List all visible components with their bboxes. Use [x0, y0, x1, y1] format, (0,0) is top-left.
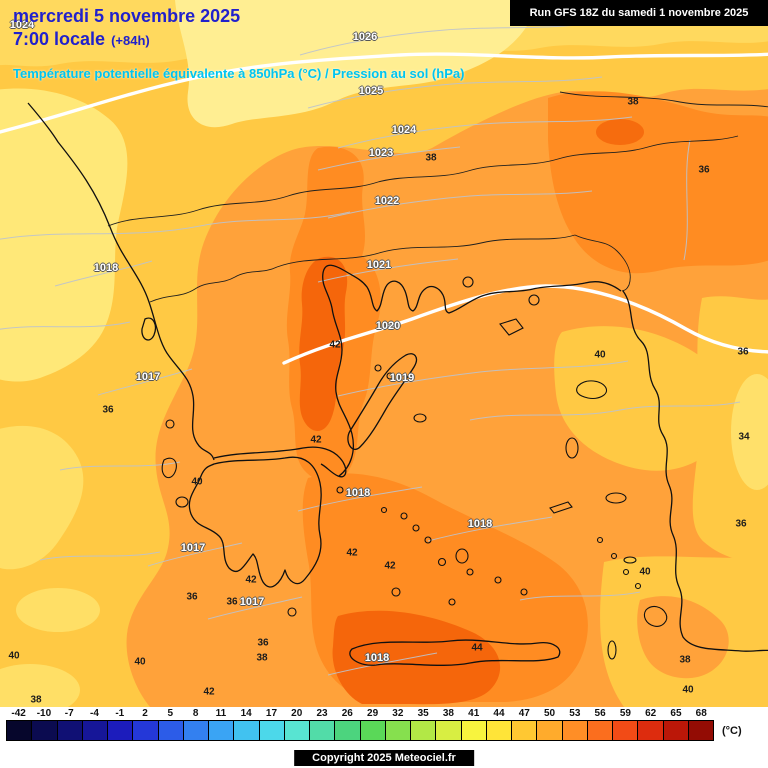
scale-tick-label: 14 — [240, 708, 252, 719]
scale-tick-label: 53 — [569, 708, 581, 719]
scale-tick-label: -4 — [90, 708, 99, 719]
country-borders — [107, 91, 768, 303]
islands — [161, 276, 668, 660]
scale-tick-label: 2 — [142, 708, 148, 719]
copyright-bar: Copyright 2025 Meteociel.fr — [294, 750, 474, 766]
isobars-white — [0, 52, 768, 365]
scale-color-cell — [259, 721, 285, 740]
scale-tick-label: -10 — [36, 708, 52, 719]
run-info-box: Run GFS 18Z du samedi 1 novembre 2025 — [510, 0, 768, 26]
scale-tick-label: 44 — [493, 708, 505, 719]
scale-tick-label: -42 — [11, 708, 26, 719]
unit-label: (°C) — [722, 724, 742, 737]
scale-color-cell — [284, 721, 310, 740]
scale-tick-label: 23 — [316, 708, 328, 719]
forecast-time: 7:00 locale (+84h) — [13, 29, 150, 50]
scale-color-cell — [663, 721, 689, 740]
scale-color-cell — [385, 721, 411, 740]
scale-tick-label: 50 — [543, 708, 556, 719]
scale-color-cell — [57, 721, 83, 740]
scale-tick-label: 8 — [192, 708, 199, 719]
map-area: 1024 1026 1025 1024 1023 1022 1021 1018 1020 1017… — [0, 0, 768, 707]
scale-color-cell — [32, 721, 58, 740]
scale-tick-label: 5 — [167, 708, 174, 719]
scale-color-cell — [436, 721, 462, 740]
scale-tick-label: 32 — [392, 708, 404, 719]
scale-color-cell — [360, 721, 386, 740]
scale-tick-label: 68 — [695, 708, 707, 719]
scale-tick-label: 56 — [594, 708, 606, 719]
scale-tick-label: 62 — [645, 708, 657, 719]
scale-color-cell — [411, 721, 437, 740]
scale-color-cell — [209, 721, 235, 740]
scale-color-cell — [613, 721, 639, 740]
scale-tick-label: 41 — [468, 708, 480, 719]
scale-color-cell — [335, 721, 361, 740]
scale-color-cell — [133, 721, 159, 740]
scale-tick-label: 26 — [341, 708, 353, 719]
color-scale-ticks: -42 -10 -7 -4 -1 2 5 8 11 14 17 20 23 26 29 32 35 38 41 44 4… — [6, 708, 714, 719]
map-canvas — [0, 0, 768, 707]
isobar-contours-gray — [0, 22, 741, 676]
scale-tick-label: 17 — [265, 708, 278, 719]
scale-color-cell — [310, 721, 336, 740]
scale-color-cell — [183, 721, 209, 740]
color-scale-bar — [6, 720, 714, 741]
scale-color-cell — [688, 721, 713, 740]
scale-tick-label: -1 — [115, 708, 125, 719]
scale-tick-label: 65 — [670, 708, 682, 719]
scale-tick-label: 47 — [518, 708, 530, 719]
map-subtitle: Température potentielle équivalente à 85… — [13, 66, 465, 81]
forecast-local-time: 7:00 locale — [13, 29, 106, 49]
scale-tick-label: 11 — [215, 708, 227, 719]
coastlines — [27, 102, 768, 666]
scale-tick-label: -7 — [64, 708, 74, 719]
scale-tick-label: 59 — [619, 708, 631, 719]
scale-color-cell — [537, 721, 563, 740]
scale-color-cell — [638, 721, 664, 740]
scale-color-cell — [562, 721, 588, 740]
scale-color-cell — [108, 721, 134, 740]
scale-color-cell — [512, 721, 538, 740]
scale-color-cell — [461, 721, 487, 740]
forecast-offset: (+84h) — [111, 33, 150, 48]
color-scale-bar-row: (°C) — [6, 720, 768, 741]
scale-tick-label: 29 — [367, 708, 379, 719]
field-pale-yellow — [0, 0, 538, 382]
scale-color-cell — [7, 721, 33, 740]
scale-color-cell — [587, 721, 613, 740]
scale-color-cell — [158, 721, 184, 740]
scale-color-cell — [486, 721, 512, 740]
scale-color-cell — [234, 721, 260, 740]
scale-color-cell — [82, 721, 108, 740]
color-scale: -42 -10 -7 -4 -1 2 5 8 11 14 17 20 23 26 29 32 35 38 41 44 4… — [0, 708, 768, 741]
field-gold-patches — [554, 296, 768, 707]
scale-tick-label: 38 — [442, 708, 454, 719]
scale-tick-label: 20 — [291, 708, 303, 719]
forecast-date: mercredi 5 novembre 2025 — [13, 6, 241, 26]
scale-tick-label: 35 — [417, 708, 429, 719]
